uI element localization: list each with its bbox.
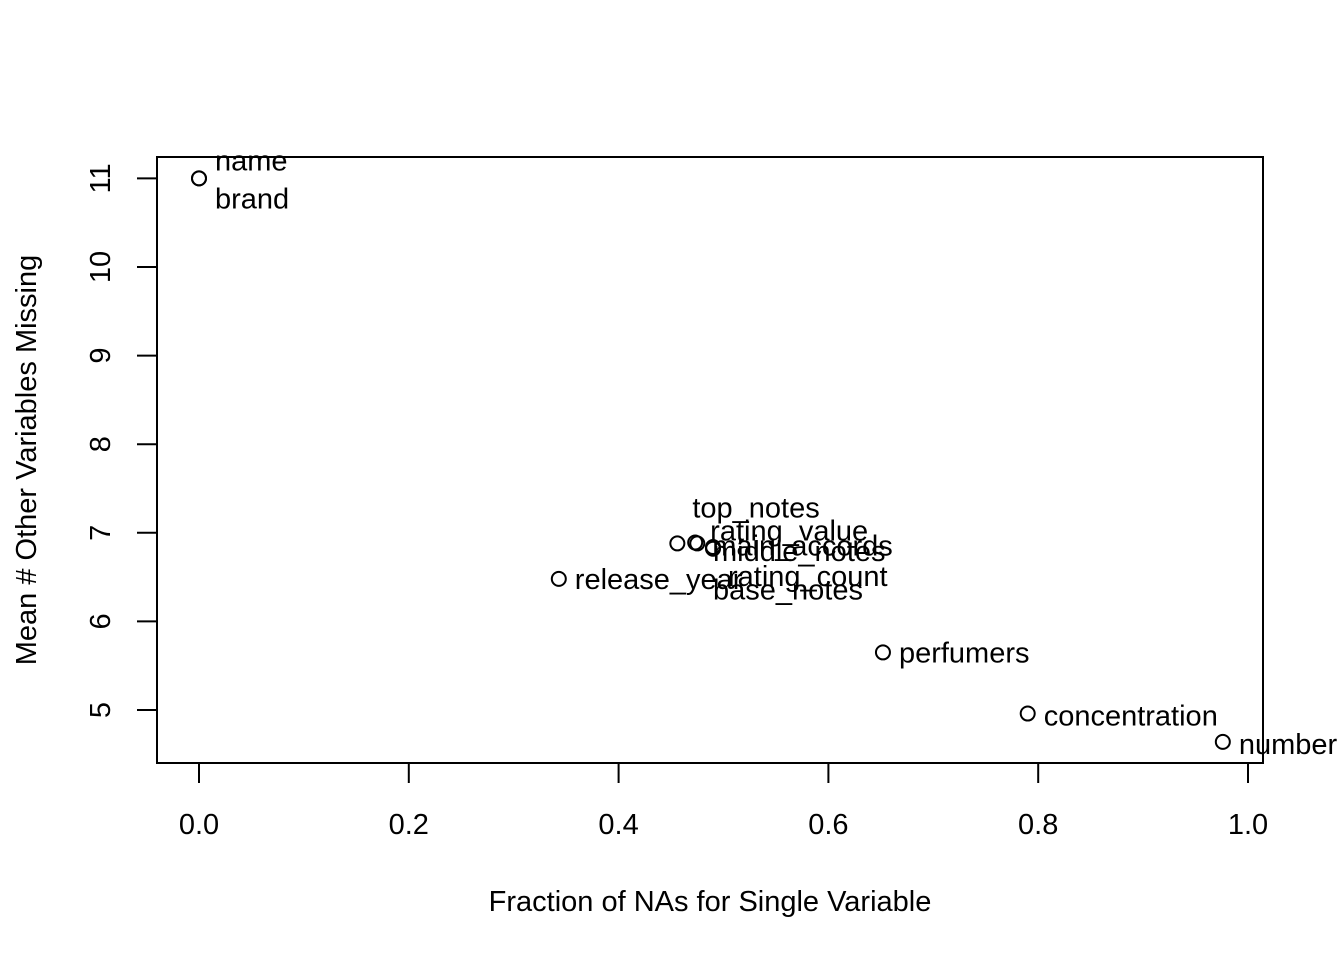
x-tick-label: 1.0 [1228,809,1268,841]
y-tick-label: 11 [85,163,117,193]
point-label: rating_count [728,561,888,593]
point-label: rating_value [710,516,868,548]
y-tick-label: 7 [85,525,117,541]
point-labels: name brand release_year top_notesrating_val… [215,145,1337,760]
x-axis: 0.0 0.2 0.4 0.6 0.8 1.0 [179,762,1268,841]
point-label: top_notes [692,492,819,524]
point-label: main_accords [712,530,893,562]
x-tick-label: 0.0 [179,809,219,841]
scatter-point [191,170,207,187]
scatter-point [705,540,722,557]
scatter-point [689,535,706,552]
point-label: perfumers [899,637,1030,669]
point-label: base_notes [713,575,863,607]
y-tick-label: 9 [85,348,117,364]
point-label: number [1239,729,1338,761]
x-tick-label: 0.2 [389,809,429,841]
y-tick-label: 10 [85,251,117,283]
y-tick-label: 8 [85,436,117,452]
y-tick-label: 6 [85,613,117,629]
scatter-point [550,570,567,587]
scatter-point [669,535,686,552]
scatter-point [874,644,891,661]
point-label: concentration [1044,701,1218,733]
point-label: middle_notes [713,536,886,568]
data-points [191,170,1231,750]
point-label: brand [215,183,289,215]
x-axis-label: Fraction of NAs for Single Variable [489,886,932,918]
point-label: name [215,145,288,177]
plot-box [156,156,1264,764]
y-axis: 5 6 7 8 9 10 11 [85,163,158,718]
x-tick-label: 0.6 [808,809,848,841]
scatter-point [1214,733,1231,750]
x-tick-label: 0.4 [598,809,638,841]
y-tick-label: 5 [85,702,117,718]
x-tick-label: 0.8 [1018,809,1058,841]
point-label: release_year [575,564,743,596]
y-axis-label: Mean # Other Variables Missing [11,255,43,665]
scatter-point [1019,705,1036,722]
